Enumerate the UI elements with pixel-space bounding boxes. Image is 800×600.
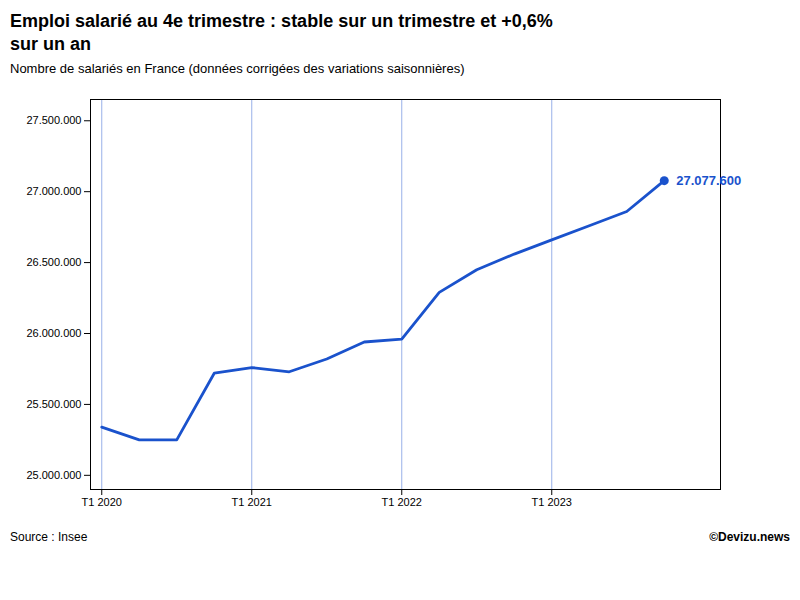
svg-text:27.077.600: 27.077.600 <box>676 173 741 188</box>
html-text:Emploi salarié au 4e trimestre: Emploi salarié au 4e trimestre : stable … <box>10 11 553 55</box>
svg-text:T1 2020: T1 2020 <box>82 496 122 508</box>
html-text:Nombre de salariés en France (: Nombre de salariés en France (données co… <box>10 60 465 76</box>
svg-text:27.000.000: 27.000.000 <box>26 185 81 197</box>
svg-text:26.000.000: 26.000.000 <box>26 327 81 339</box>
svg-text:27.500.000: 27.500.000 <box>26 114 81 126</box>
html-text:Source : Insee: Source : Insee <box>10 529 88 544</box>
svg-text:T1 2021: T1 2021 <box>232 496 272 508</box>
svg-text:T1 2022: T1 2022 <box>382 496 422 508</box>
svg-text:25.500.000: 25.500.000 <box>26 398 81 410</box>
svg-text:26.500.000: 26.500.000 <box>26 256 81 268</box>
svg-text:25.000.000: 25.000.000 <box>26 469 81 481</box>
html-text:©Devizu.news: ©Devizu.news <box>709 529 790 544</box>
svg-text:T1 2023: T1 2023 <box>532 496 572 508</box>
